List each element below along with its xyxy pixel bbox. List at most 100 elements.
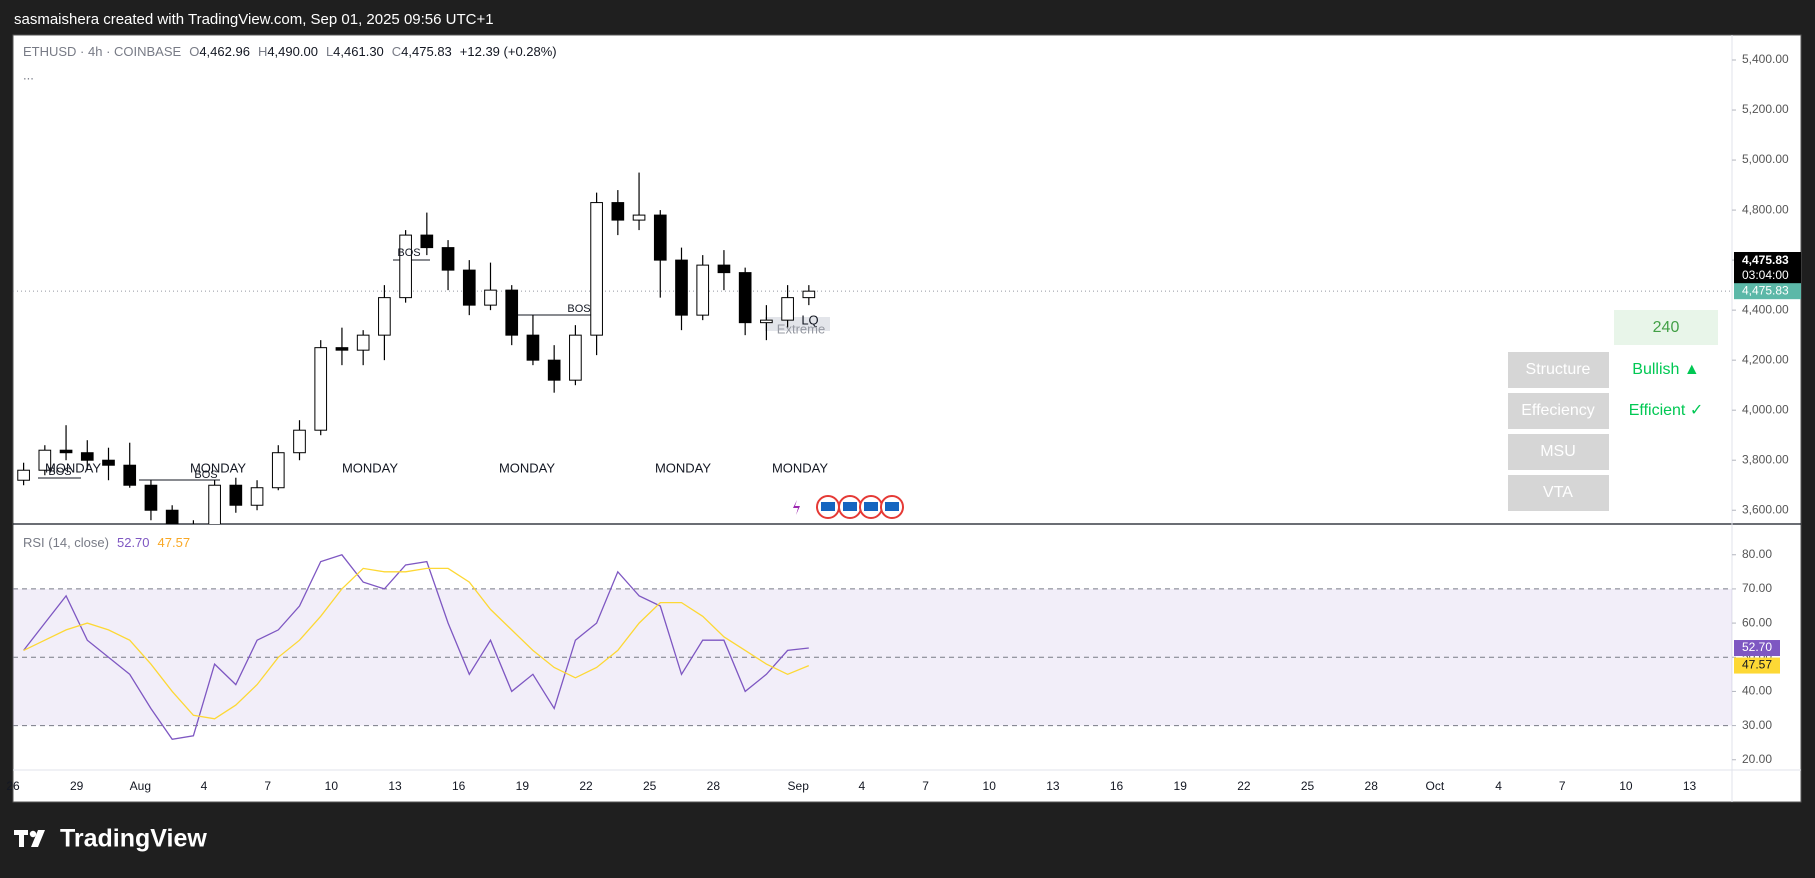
x-tick-label: 13 xyxy=(388,779,402,793)
candle-body xyxy=(696,264,710,316)
candle-body xyxy=(335,347,349,351)
event-icon xyxy=(864,502,878,511)
candle-body xyxy=(378,297,391,336)
x-tick-label: 16 xyxy=(452,779,466,793)
legend-change: +12.39 (+0.28%) xyxy=(460,44,557,59)
table-cell xyxy=(1508,352,1609,388)
x-tick-label: Sep xyxy=(788,779,810,793)
table-status: Bullish ▲ xyxy=(1632,361,1699,378)
x-tick-label: 26 xyxy=(6,779,20,793)
candle-body xyxy=(590,202,603,336)
y-tick-label: 4,800.00 xyxy=(1742,202,1789,216)
candle-body xyxy=(314,347,328,431)
y-tick-label: 60.00 xyxy=(1742,615,1772,629)
event-icon xyxy=(793,500,800,515)
x-tick-label: 19 xyxy=(1174,779,1188,793)
candle-body xyxy=(208,484,221,524)
x-tick-label: 19 xyxy=(516,779,530,793)
y-tick-label: 4,200.00 xyxy=(1742,352,1789,366)
candle-body xyxy=(165,509,179,524)
y-tick-label: 30.00 xyxy=(1742,718,1772,732)
header-title: sasmaishera created with TradingView.com… xyxy=(14,11,494,28)
y-tick-label: 20.00 xyxy=(1742,752,1772,766)
candle-body xyxy=(17,469,30,481)
annotation: MONDAY xyxy=(655,460,711,475)
zone xyxy=(765,317,830,331)
event-icon xyxy=(843,502,857,511)
legend-ohlc-value: 4,462.96 xyxy=(199,44,250,59)
annotation: MONDAY xyxy=(772,460,828,475)
legend-title: RSI (14, close) xyxy=(23,535,109,550)
x-tick-label: 29 xyxy=(70,779,84,793)
candle-body xyxy=(611,202,625,221)
table-cell xyxy=(1508,393,1609,429)
y-tick-label: 4,000.00 xyxy=(1742,402,1789,416)
legend: ETHUSD · 4h · COINBASE O4,462.96 H4,490.00… xyxy=(23,44,557,59)
value-label: 52.70 xyxy=(1742,640,1772,654)
x-tick-label: 7 xyxy=(264,779,271,793)
candle-body xyxy=(38,449,52,471)
candle-body xyxy=(717,264,731,274)
x-tick-label: 16 xyxy=(1110,779,1124,793)
candle-body xyxy=(229,484,243,506)
value-label-box xyxy=(1734,657,1780,674)
y-tick-label: 70.00 xyxy=(1742,581,1772,595)
y-tick-label: 5,200.00 xyxy=(1742,102,1789,116)
candle-body xyxy=(441,247,455,271)
x-tick-label: Oct xyxy=(1426,779,1445,793)
x-tick-label: 25 xyxy=(1301,779,1315,793)
annotation: BOS xyxy=(194,469,217,481)
candle-body xyxy=(547,359,561,381)
x-tick-label: 7 xyxy=(1559,779,1566,793)
annotation: MONDAY xyxy=(45,460,101,475)
value-label: 47.57 xyxy=(1742,658,1772,672)
y-tick-label: 4,400.00 xyxy=(1742,302,1789,316)
x-tick-label: Aug xyxy=(130,779,151,793)
y-tick-label: 5,400.00 xyxy=(1742,52,1789,66)
timeframe-box xyxy=(1614,310,1718,345)
y-tick-label: 80.00 xyxy=(1742,547,1772,561)
x-tick-label: 10 xyxy=(983,779,997,793)
legend: RSI (14, close) 52.70 47.57 xyxy=(23,535,190,550)
annotation: LQ xyxy=(801,312,818,327)
candle-body xyxy=(462,269,476,306)
legend-ohlc-value: 4,490.00 xyxy=(267,44,318,59)
candle-body xyxy=(356,334,370,351)
table-status: Efficient ✓ xyxy=(1629,402,1703,419)
candle-body xyxy=(80,452,94,461)
candle-body xyxy=(144,484,158,511)
table-label: MSU xyxy=(1540,443,1576,460)
legend-ohlc-name: O xyxy=(189,44,199,59)
rsi-pane xyxy=(13,554,1732,741)
candle-body xyxy=(569,334,582,381)
legend-ohlc-name: L xyxy=(326,44,333,59)
annotation: BOS xyxy=(397,247,420,259)
timeframe: 240 xyxy=(1653,319,1680,336)
legend-value: 52.70 xyxy=(117,535,150,550)
annotation: BOS xyxy=(567,303,590,315)
table-label: Structure xyxy=(1526,361,1591,378)
x-tick-label: 28 xyxy=(1365,779,1379,793)
y-tick-label: 3,800.00 xyxy=(1742,452,1789,466)
table-cell xyxy=(1508,434,1609,470)
legend-ohlc-name: C xyxy=(392,44,401,59)
annotation: BOS xyxy=(48,466,71,478)
y-tick-label: 3,600.00 xyxy=(1742,502,1789,516)
annotation: MONDAY xyxy=(190,460,246,475)
candle-body xyxy=(271,452,285,489)
annotation: MONDAY xyxy=(342,460,398,475)
x-tick-label: 28 xyxy=(707,779,721,793)
value-label-box xyxy=(1734,640,1780,657)
legend-symbol: ETHUSD · 4h · COINBASE xyxy=(23,44,182,59)
price-label: 4,475.83 xyxy=(1742,283,1789,297)
candle-body xyxy=(675,259,688,316)
x-tick-label: 7 xyxy=(922,779,929,793)
chart-frame xyxy=(12,34,1802,803)
rsi-line xyxy=(23,554,809,741)
x-tick-label: 4 xyxy=(201,779,208,793)
x-tick-label: 22 xyxy=(579,779,593,793)
x-tick-label: 22 xyxy=(1237,779,1251,793)
event-icon xyxy=(885,502,899,511)
